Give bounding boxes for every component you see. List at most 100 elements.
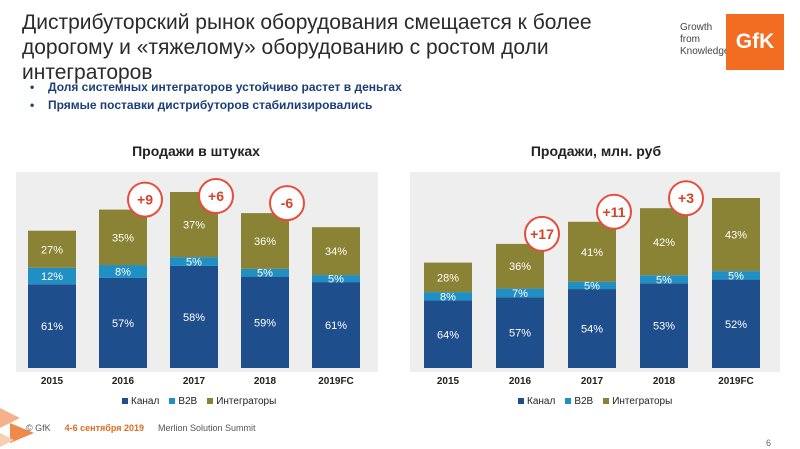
x-tick-label: 2016: [112, 376, 135, 387]
bar-segment-B2B: [640, 275, 688, 284]
legend-item: Интеграторы: [603, 396, 672, 407]
growth-badge: [269, 185, 305, 222]
x-tick-label: 2019FC: [718, 376, 754, 387]
bar-segment-B2B: [241, 268, 289, 277]
chart-title: Продажи, млн. руб: [531, 143, 662, 159]
data-label: 61%: [325, 320, 347, 332]
data-label: 8%: [440, 291, 456, 303]
legend-label: Интеграторы: [216, 396, 277, 407]
data-label: 53%: [653, 321, 675, 333]
bar-segment-Интеграторы: [712, 198, 760, 272]
legend-item: B2B: [565, 396, 593, 407]
data-label: 7%: [512, 288, 528, 300]
bar-segment-Интеграторы: [568, 221, 616, 282]
gfk-logo: GfK: [726, 14, 784, 70]
bar-segment-Интеграторы: [312, 227, 360, 276]
x-tick-label: 2019FC: [318, 376, 354, 387]
growth-badge: [198, 178, 234, 214]
x-tick-label: 2017: [581, 376, 604, 387]
legend-item: Канал: [122, 396, 159, 407]
bar-segment-Канал: [170, 265, 218, 368]
growth-badge: [524, 215, 560, 252]
x-tick-label: 2015: [437, 376, 460, 387]
bar-segment-Канал: [640, 283, 688, 368]
data-label: 54%: [581, 324, 603, 336]
data-label: 35%: [112, 232, 134, 244]
bar-segment-Канал: [424, 300, 472, 368]
data-label: 34%: [325, 246, 347, 258]
tagline-line-1: Growth: [680, 22, 713, 33]
deco-triangle: [0, 433, 14, 447]
tagline-line-2: from: [680, 34, 700, 45]
growth-badge-label: +9: [137, 192, 153, 208]
legend-swatch: [122, 398, 128, 405]
bar-segment-Канал: [568, 289, 616, 368]
brand-tagline: Growth from Knowledge: [680, 22, 729, 58]
growth-badge-label: -6: [281, 195, 294, 211]
x-tick-label: 2018: [254, 376, 277, 387]
data-label: 58%: [183, 312, 205, 324]
data-label: 57%: [509, 328, 531, 340]
bar-segment-Канал: [712, 279, 760, 368]
tagline-line-3: Knowledge: [680, 46, 730, 57]
data-label: 5%: [186, 257, 202, 269]
bar-segment-B2B: [312, 275, 360, 283]
bar-segment-Интеграторы: [99, 209, 147, 266]
data-label: 5%: [328, 274, 344, 286]
x-tick-label: 2017: [183, 376, 206, 387]
data-label: 64%: [437, 329, 459, 341]
footer: © GfK 4-6 сентября 2019 Merlion Solution…: [26, 423, 256, 433]
footer-copyright: © GfK: [26, 423, 51, 433]
legend-label: B2B: [178, 396, 198, 407]
growth-badge-label: +3: [678, 190, 694, 206]
legend-swatch: [518, 398, 524, 405]
growth-badge-label: +6: [208, 188, 224, 204]
growth-badge: [596, 193, 632, 230]
bar-segment-B2B: [99, 265, 147, 278]
deco-triangle: [0, 408, 20, 428]
bullet-item: Доля системных интеграторов устойчиво ра…: [30, 78, 402, 96]
legend-item: B2B: [169, 396, 197, 407]
bar-segment-B2B: [568, 281, 616, 290]
footer-date: 4-6 сентября 2019: [64, 423, 144, 433]
bar-segment-Интеграторы: [28, 230, 76, 268]
data-label: 12%: [41, 271, 63, 283]
bar-segment-Канал: [496, 297, 544, 368]
bar-segment-Канал: [312, 282, 360, 368]
data-label: 5%: [584, 280, 600, 292]
x-tick-label: 2018: [653, 376, 676, 387]
bar-segment-B2B: [496, 288, 544, 298]
growth-badge-label: +17: [530, 226, 554, 242]
legend-swatch: [565, 398, 572, 405]
page-number: 6: [766, 438, 772, 448]
growth-badge: [668, 180, 704, 217]
bar-segment-Канал: [241, 276, 289, 368]
data-label: 5%: [656, 274, 672, 286]
data-label: 27%: [41, 244, 63, 256]
data-label: 28%: [437, 272, 459, 284]
legend-label: Интеграторы: [612, 396, 673, 407]
bar-segment-Интеграторы: [424, 262, 472, 293]
bar-segment-Канал: [28, 284, 76, 368]
data-label: 52%: [725, 319, 747, 331]
bar-segment-B2B: [712, 271, 760, 280]
footer-event: Merlion Solution Summit: [157, 423, 256, 433]
deco-triangle: [10, 423, 34, 443]
bar-segment-B2B: [170, 257, 218, 266]
data-label: 42%: [653, 237, 675, 249]
x-tick-label: 2015: [41, 376, 64, 387]
data-label: 37%: [183, 220, 205, 232]
bar-segment-B2B: [28, 267, 76, 285]
data-label: 43%: [725, 230, 747, 242]
legend-units: Канал B2B Интеграторы: [122, 396, 276, 407]
chart-title: Продажи в штуках: [132, 143, 260, 159]
bar-segment-Интеграторы: [640, 208, 688, 276]
x-tick-label: 2016: [509, 376, 532, 387]
legend-swatch: [603, 398, 610, 405]
legend-item: Интеграторы: [207, 396, 276, 407]
data-label: 57%: [112, 318, 134, 330]
legend-label: B2B: [574, 396, 594, 407]
data-label: 41%: [581, 247, 603, 259]
legend-item: Канал: [518, 396, 555, 407]
